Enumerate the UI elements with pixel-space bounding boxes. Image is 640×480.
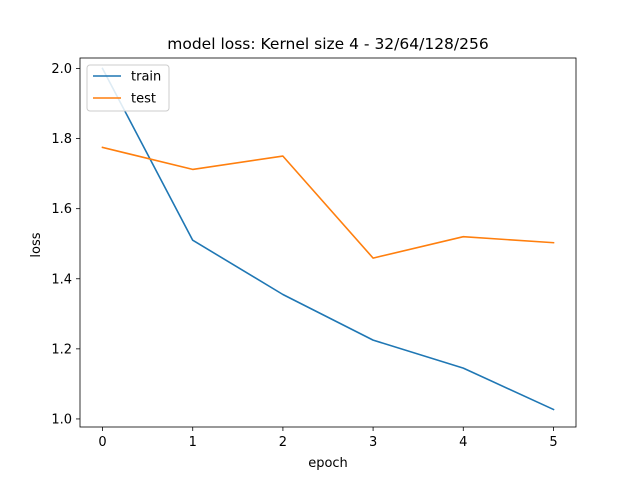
x-axis: 0 1 2 3 4 5: [98, 427, 558, 450]
x-tick-label: 2: [279, 435, 287, 450]
y-tick-label: 1.2: [51, 342, 72, 357]
y-tick-label: 1.8: [51, 132, 72, 147]
y-tick-label: 1.6: [51, 202, 72, 217]
x-tick-label: 0: [98, 435, 106, 450]
x-tick-label: 5: [549, 435, 557, 450]
y-axis: 1.0 1.2 1.4 1.6 1.8 2.0: [51, 62, 80, 427]
series-line-test: [101, 146, 555, 259]
legend-label-test: test: [131, 92, 156, 107]
y-tick-label: 2.0: [51, 62, 72, 77]
y-tick-label: 1.4: [51, 272, 72, 287]
x-tick-label: 4: [459, 435, 467, 450]
plot-area: [79, 57, 577, 428]
y-tick-label: 1.0: [51, 412, 72, 427]
y-axis-label: loss: [29, 232, 44, 257]
x-tick-label: 1: [189, 435, 197, 450]
legend-label-train: train: [131, 70, 161, 85]
series-line-train: [101, 67, 555, 411]
legend: train test: [86, 64, 170, 112]
chart-title: model loss: Kernel size 4 - 32/64/128/25…: [167, 35, 488, 53]
plot-frame: [79, 57, 577, 428]
x-tick-label: 3: [369, 435, 377, 450]
series-layer: [101, 67, 555, 411]
x-axis-label: epoch: [308, 456, 348, 471]
